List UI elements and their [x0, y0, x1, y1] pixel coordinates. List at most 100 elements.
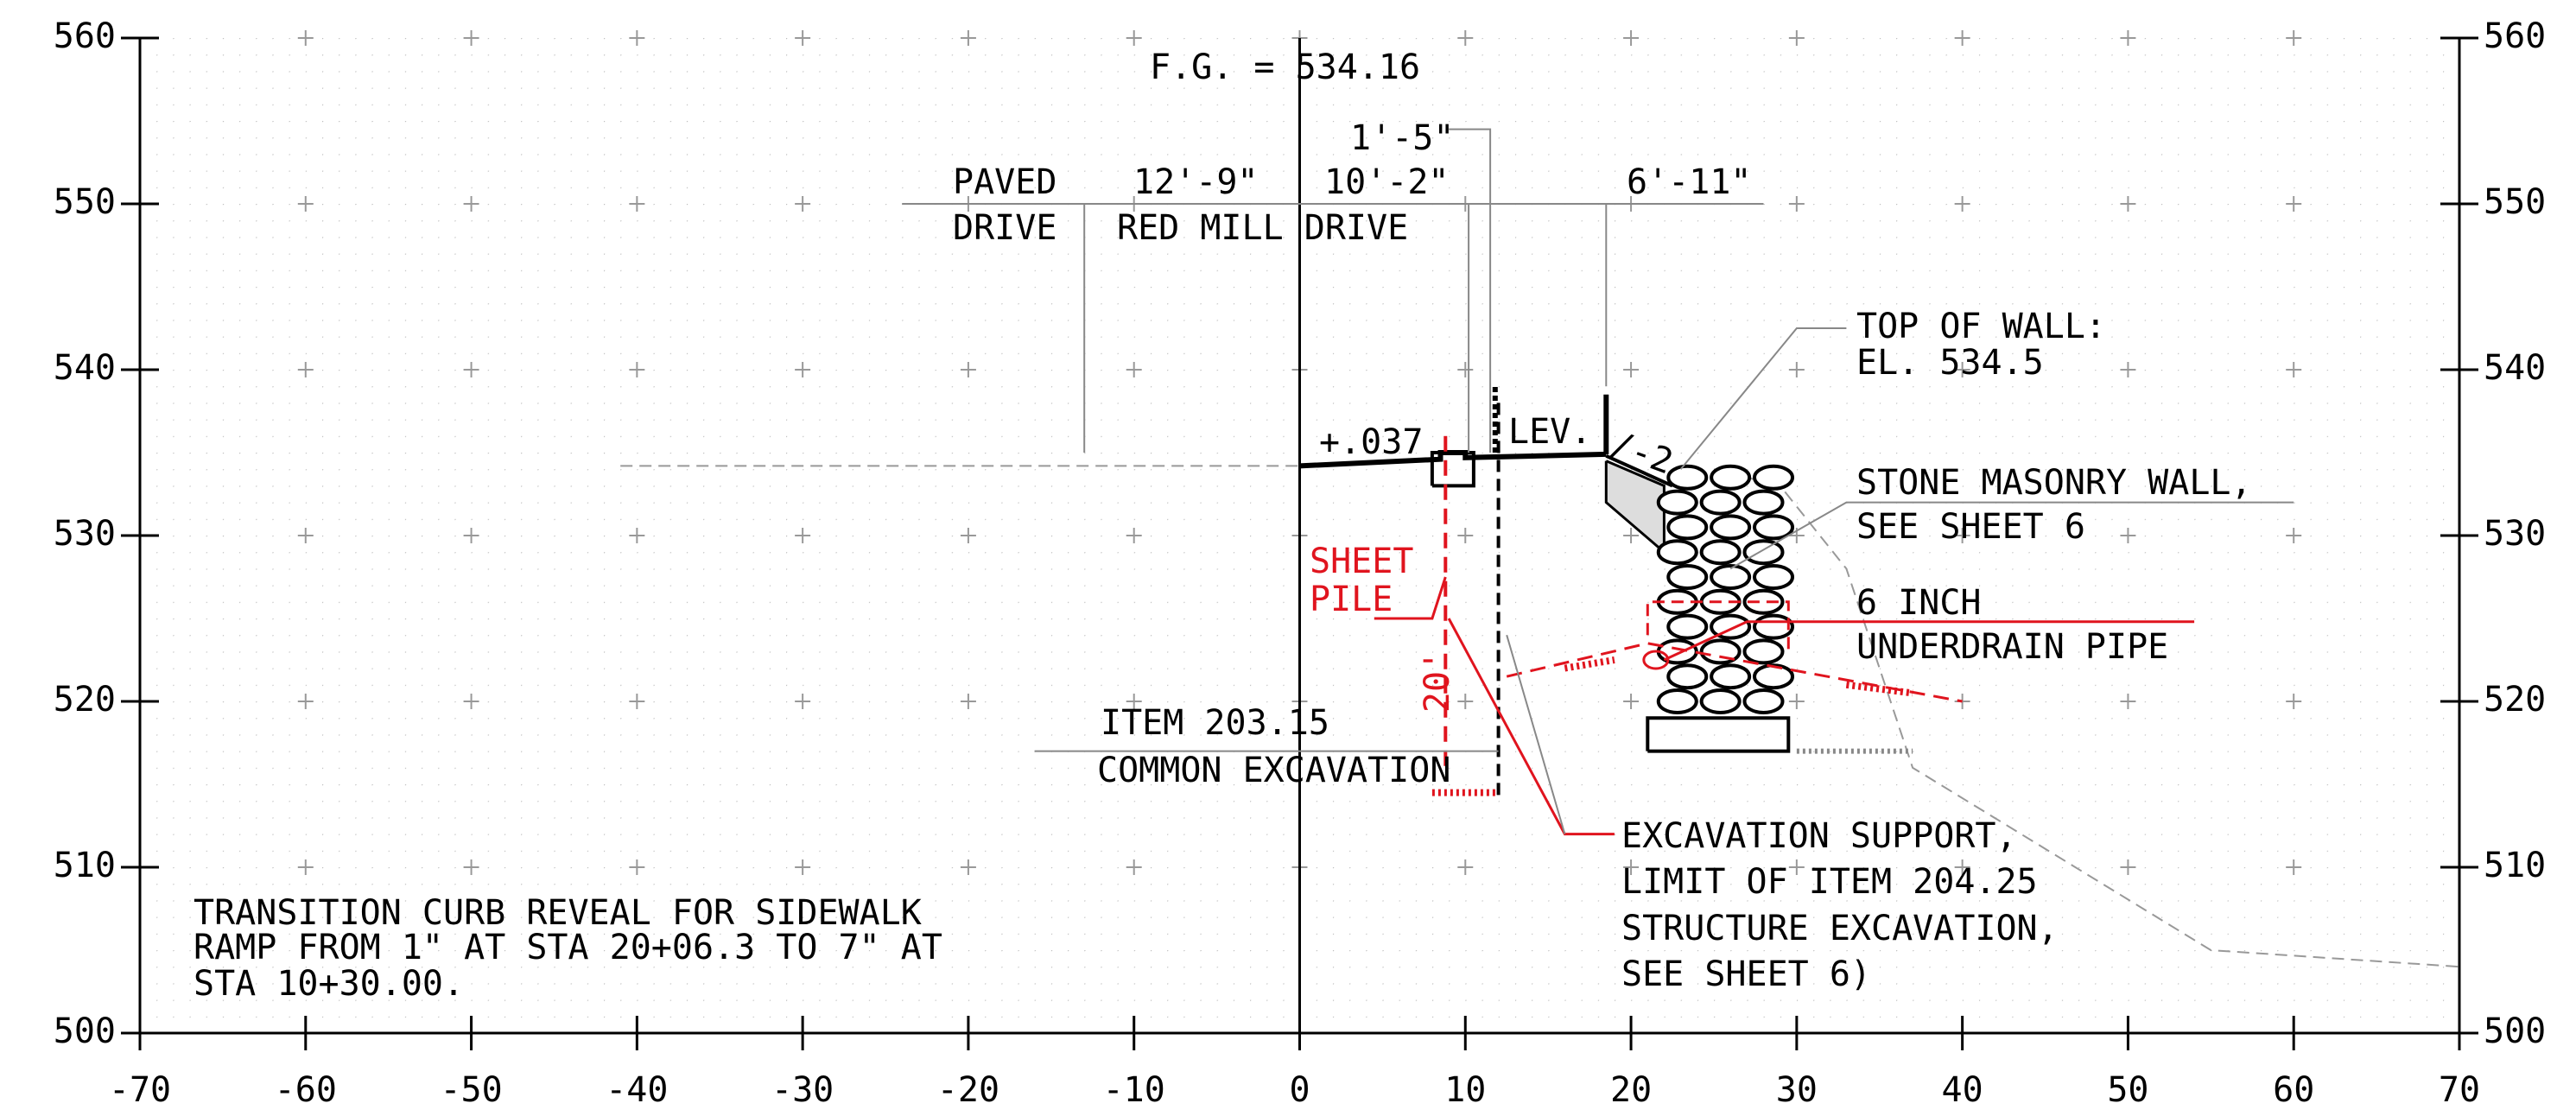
stone	[1666, 564, 1709, 590]
grid-cross	[463, 362, 479, 377]
grid-cross	[960, 859, 976, 875]
label: ITEM 203.15	[1101, 703, 1329, 743]
grid-cross	[1126, 528, 1142, 543]
grid-cross	[1126, 30, 1142, 46]
stone	[1699, 688, 1742, 714]
hatch	[1845, 681, 1913, 697]
grid-cross	[1457, 694, 1474, 709]
grid-cross	[1457, 30, 1474, 46]
grid-cross	[1788, 196, 1805, 212]
grid-cross	[2120, 859, 2136, 875]
stone	[1742, 588, 1785, 615]
y-tick-label: 530	[2484, 514, 2546, 554]
underdrain-pipe	[1642, 650, 1670, 670]
y-tick-label: 550	[2484, 182, 2546, 222]
stone	[1742, 638, 1785, 665]
x-tick-label: 0	[1289, 1070, 1310, 1110]
stone	[1710, 514, 1752, 541]
label: RED MILL DRIVE	[1117, 208, 1408, 248]
x-tick-label: 70	[2439, 1070, 2480, 1110]
stone	[1753, 613, 1795, 640]
grid-cross	[2286, 528, 2302, 543]
grid-cross	[795, 30, 811, 46]
grid-cross	[1788, 859, 1805, 875]
grid-cross	[1623, 528, 1640, 543]
x-tick-label: -40	[606, 1070, 668, 1110]
y-tick-label: 500	[54, 1011, 116, 1051]
grid-cross	[795, 196, 811, 212]
label: SEE SHEET 6)	[1621, 954, 1871, 994]
label: SEE SHEET 6	[1856, 507, 2085, 547]
label: 12'-9"	[1133, 162, 1259, 202]
grid-cross	[297, 528, 314, 543]
stone	[1666, 613, 1709, 640]
label: 10'-2"	[1324, 162, 1450, 202]
y-tick-label: 500	[2484, 1011, 2546, 1051]
curb	[1430, 451, 1475, 488]
x-tick-label: 20	[1610, 1070, 1652, 1110]
x-tick-label: -10	[1103, 1070, 1165, 1110]
grid-cross	[1788, 694, 1805, 709]
label: 6'-11"	[1627, 162, 1752, 202]
grid-cross	[1623, 30, 1640, 46]
x-tick-label: 60	[2273, 1070, 2314, 1110]
label: SHEET	[1310, 542, 1413, 581]
note: TRANSITION CURB REVEAL FOR SIDEWALK	[194, 893, 922, 933]
leader	[1679, 327, 1847, 470]
y-tick-label: 560	[2484, 16, 2546, 56]
grid-cross	[1457, 859, 1474, 875]
stone	[1742, 539, 1785, 566]
note: RAMP FROM 1" AT STA 20+06.3 TO 7" AT	[194, 928, 942, 967]
label: 6 INCH	[1856, 583, 1982, 623]
grid-cross	[1954, 30, 1970, 46]
stone	[1742, 489, 1785, 516]
grid-cross	[795, 528, 811, 543]
grid-cross	[960, 30, 976, 46]
label: PILE	[1310, 580, 1393, 619]
grid-cross	[2120, 196, 2136, 212]
grid-cross	[629, 30, 645, 46]
label: 1'-5"	[1350, 118, 1454, 158]
grid-cross	[2286, 30, 2302, 46]
label: STONE MASONRY WALL,	[1856, 463, 2252, 503]
grid-cross	[463, 694, 479, 709]
grid-cross	[960, 362, 976, 377]
y-tick-label: 540	[2484, 348, 2546, 388]
leader	[1506, 634, 1566, 834]
grid-cross	[463, 30, 479, 46]
grid-cross	[629, 859, 645, 875]
grid-cross	[463, 196, 479, 212]
y-tick-label: 520	[54, 680, 116, 720]
label: DRIVE	[953, 208, 1056, 248]
grid-cross	[629, 362, 645, 377]
stone	[1710, 663, 1752, 690]
label: F.G. = 534.16	[1150, 48, 1420, 87]
y-tick-label: 550	[54, 182, 116, 222]
y-tick-label: 540	[54, 348, 116, 388]
x-tick-label: 10	[1444, 1070, 1486, 1110]
grid-cross	[2286, 694, 2302, 709]
grid-cross	[629, 694, 645, 709]
leader	[1374, 576, 1447, 620]
label: STRUCTURE EXCAVATION,	[1621, 909, 2059, 948]
grid-cross	[795, 859, 811, 875]
stone	[1666, 514, 1709, 541]
grid-cross	[463, 528, 479, 543]
stone	[1753, 564, 1795, 590]
grid-cross	[795, 694, 811, 709]
hatch	[1564, 656, 1615, 672]
grid-cross	[1954, 528, 1970, 543]
y-tick-label: 510	[2484, 846, 2546, 885]
label: LIMIT OF ITEM 204.25	[1621, 862, 2038, 902]
y-tick-label: 560	[54, 16, 116, 56]
grid-cross	[2286, 196, 2302, 212]
footing	[1646, 716, 1791, 753]
stone	[1666, 663, 1709, 690]
grid-cross	[297, 859, 314, 875]
label: LEV.	[1508, 412, 1591, 452]
x-tick-label: -20	[937, 1070, 999, 1110]
leader	[1729, 501, 2294, 570]
x-tick-label: -60	[275, 1070, 337, 1110]
label: TOP OF WALL:	[1856, 307, 2106, 346]
x-tick-label: -70	[109, 1070, 171, 1110]
